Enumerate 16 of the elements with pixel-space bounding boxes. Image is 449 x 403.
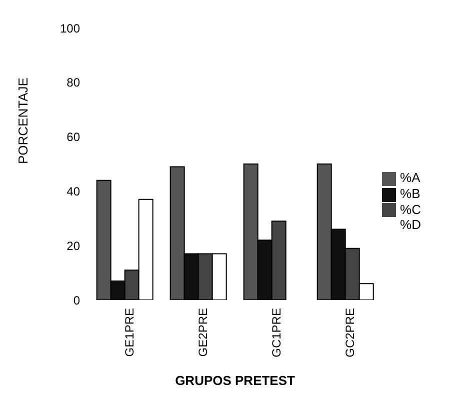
legend-label: %A [400, 170, 420, 186]
y-tick-label: 0 [73, 293, 80, 308]
y-tick-label: 60 [66, 130, 80, 144]
x-tick-label: GC1PRE [269, 308, 284, 358]
x-tick-label: GC2PRE [342, 308, 357, 358]
y-tick-label: 40 [66, 184, 80, 198]
y-tick-label: 80 [66, 76, 80, 90]
legend-label: %C [400, 202, 421, 216]
y-tick-label: 20 [66, 238, 80, 253]
x-axis-title: GRUPOS PRETEST [175, 373, 296, 388]
y-tick-label: 100 [60, 21, 80, 36]
x-tick-label: GE1PRE [122, 308, 136, 357]
legend-label: %B [400, 186, 420, 201]
x-tick-label: GE2PRE [196, 308, 210, 357]
text: %D [400, 217, 421, 232]
y-axis-title: PORCENTAJE [16, 77, 31, 164]
